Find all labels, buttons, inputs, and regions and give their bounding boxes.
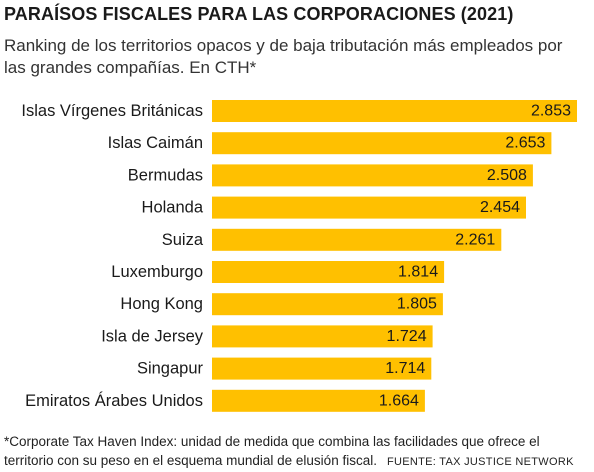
bar-chart: Islas Vírgenes Británicas 2.853 Islas Caim… bbox=[21, 100, 577, 412]
data-label: 2.454 bbox=[480, 199, 520, 216]
data-label: 1.714 bbox=[385, 360, 425, 377]
bar bbox=[212, 293, 443, 316]
bar bbox=[212, 196, 526, 219]
footnote-text: *Corporate Tax Haven Index: unidad de me… bbox=[4, 434, 540, 468]
category-label: Islas Caimán bbox=[108, 134, 203, 152]
category-label: Islas Vírgenes Británicas bbox=[21, 102, 203, 120]
data-label: 2.853 bbox=[531, 103, 571, 120]
bar bbox=[212, 132, 552, 155]
chart-title: PARAÍSOS FISCALES PARA LAS CORPORACIONES… bbox=[4, 4, 514, 24]
source-credit: FUENTE: TAX JUSTICE NETWORK bbox=[386, 456, 574, 468]
category-label: Luxemburgo bbox=[111, 263, 203, 281]
data-label: 1.805 bbox=[397, 296, 437, 313]
bar bbox=[212, 357, 432, 380]
data-label: 2.508 bbox=[487, 167, 527, 184]
category-label: Holanda bbox=[142, 199, 204, 217]
category-label: Bermudas bbox=[128, 166, 203, 184]
chart-subtitle: Ranking de los territorios opacos y de b… bbox=[4, 36, 563, 77]
bar bbox=[212, 261, 445, 283]
category-label: Isla de Jersey bbox=[101, 327, 204, 345]
bar bbox=[212, 164, 533, 187]
data-label: 1.724 bbox=[387, 328, 427, 345]
data-label: 2.653 bbox=[505, 135, 545, 152]
bar bbox=[212, 325, 433, 348]
bar bbox=[212, 389, 425, 412]
data-label: 1.814 bbox=[398, 264, 438, 281]
category-label: Suiza bbox=[162, 231, 204, 249]
footnote: *Corporate Tax Haven Index: unidad de me… bbox=[4, 432, 590, 472]
data-label: 2.261 bbox=[455, 231, 495, 248]
category-label: Hong Kong bbox=[120, 295, 203, 313]
bar bbox=[212, 100, 577, 122]
category-label: Emiratos Árabes Unidos bbox=[25, 391, 203, 410]
data-label: 1.664 bbox=[379, 392, 419, 409]
bar bbox=[212, 228, 502, 251]
category-label: Singapur bbox=[137, 360, 204, 378]
